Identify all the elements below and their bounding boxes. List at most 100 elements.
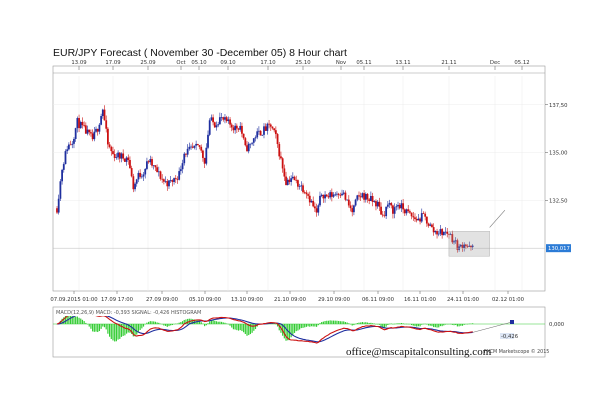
candle-body bbox=[339, 194, 342, 196]
candle-body bbox=[256, 131, 259, 138]
candle-body bbox=[380, 206, 382, 215]
macd-histogram-bar bbox=[224, 322, 226, 324]
macd-histogram-bar bbox=[312, 324, 314, 327]
macd-histogram-bar bbox=[149, 321, 151, 324]
candle-body bbox=[135, 179, 138, 184]
candle-body bbox=[254, 137, 257, 139]
top-tick-label: 25.09 bbox=[140, 60, 155, 66]
candle-body bbox=[56, 208, 58, 213]
macd-histogram-bar bbox=[187, 318, 189, 324]
candle-body bbox=[420, 213, 423, 222]
top-tick-label: 17.10 bbox=[260, 60, 276, 66]
macd-histogram-bar bbox=[331, 320, 333, 324]
macd-histogram-bar bbox=[309, 324, 311, 327]
candle-body bbox=[207, 134, 209, 148]
candle-body bbox=[137, 172, 140, 180]
current-price-label: 130,017 bbox=[548, 246, 570, 252]
candle-body bbox=[67, 144, 70, 150]
candle-body bbox=[142, 174, 145, 177]
macd-histogram-bar bbox=[293, 324, 296, 333]
candle-body bbox=[81, 121, 84, 126]
candle-body bbox=[241, 125, 243, 134]
candle-body bbox=[103, 109, 106, 121]
candle-body bbox=[298, 186, 301, 187]
macd-histogram-bar bbox=[139, 324, 141, 330]
macd-histogram-bar bbox=[180, 322, 182, 324]
candles-layer bbox=[56, 105, 474, 253]
candle-body bbox=[257, 130, 260, 132]
macd-histogram-bar bbox=[438, 324, 440, 328]
candle-body bbox=[64, 151, 67, 165]
candle-body bbox=[93, 131, 96, 140]
candle-body bbox=[210, 117, 213, 121]
macd-layer bbox=[56, 310, 514, 344]
candle-body bbox=[324, 194, 326, 199]
candle-body bbox=[349, 205, 352, 209]
top-tick-label: 05.10 bbox=[191, 60, 207, 66]
top-tick-label: 05.12 bbox=[514, 60, 529, 66]
candle-body bbox=[327, 196, 330, 198]
candle-body bbox=[220, 117, 223, 118]
candle-body bbox=[74, 128, 77, 139]
candle-body bbox=[229, 119, 231, 125]
macd-histogram-bar bbox=[251, 324, 253, 333]
macd-histogram-bar bbox=[136, 324, 138, 335]
macd-histogram-bar bbox=[212, 320, 214, 324]
candle-body bbox=[285, 176, 287, 186]
candle-body bbox=[59, 181, 62, 199]
current-price-badge bbox=[546, 244, 571, 253]
macd-histogram-bar bbox=[185, 319, 187, 324]
macd-histogram-bar bbox=[170, 324, 172, 326]
candle-body bbox=[329, 192, 332, 198]
candle-body bbox=[224, 117, 226, 120]
macd-zero-label: 0,000 bbox=[549, 322, 565, 328]
candle-body bbox=[239, 125, 242, 130]
candle-body bbox=[415, 218, 418, 221]
macd-histogram-bar bbox=[71, 316, 73, 324]
candle-body bbox=[434, 231, 437, 233]
candle-body bbox=[337, 193, 340, 195]
macd-histogram-bar bbox=[163, 324, 165, 326]
candle-body bbox=[424, 213, 427, 217]
candle-body bbox=[378, 201, 381, 207]
macd-histogram-bar bbox=[329, 320, 331, 324]
candle-body bbox=[202, 150, 204, 158]
price-tick-label: 132,50 bbox=[549, 199, 568, 205]
macd-histogram-bar bbox=[183, 319, 185, 324]
vendor-credit: FXCM Marketscope © 2015 bbox=[484, 348, 549, 355]
candle-body bbox=[359, 196, 362, 198]
macd-histogram-bar bbox=[63, 317, 65, 324]
macd-histogram-bar bbox=[229, 324, 231, 326]
macd-histogram-bar bbox=[241, 324, 243, 332]
candle-body bbox=[79, 121, 82, 129]
candle-body bbox=[95, 128, 97, 132]
macd-histogram-bar bbox=[137, 324, 140, 332]
candle-body bbox=[366, 193, 369, 200]
candle-body bbox=[191, 146, 194, 148]
macd-histogram-bar bbox=[365, 322, 367, 324]
macd-histogram-bar bbox=[122, 324, 124, 336]
macd-histogram-bar bbox=[348, 323, 350, 324]
macd-histogram-bar bbox=[222, 322, 224, 324]
candle-body bbox=[376, 201, 379, 207]
candle-body bbox=[302, 185, 304, 193]
bottom-tick-label: 05.10 09:00 bbox=[189, 297, 222, 303]
candle-body bbox=[395, 206, 398, 208]
candle-body bbox=[259, 130, 262, 136]
macd-histogram-bar bbox=[237, 324, 240, 331]
candle-body bbox=[251, 142, 254, 144]
macd-histogram-bar bbox=[254, 324, 257, 330]
candle-body bbox=[154, 165, 157, 168]
macd-histogram-bar bbox=[97, 324, 99, 333]
candle-body bbox=[412, 216, 415, 218]
macd-forecast-marker bbox=[510, 320, 514, 324]
macd-histogram-bar bbox=[73, 316, 75, 324]
macd-histogram-bar bbox=[200, 322, 202, 324]
macd-histogram-bar bbox=[285, 324, 287, 341]
candle-body bbox=[96, 128, 99, 132]
candle-body bbox=[222, 117, 225, 120]
candle-body bbox=[176, 178, 179, 180]
candle-body bbox=[451, 234, 454, 243]
macd-histogram-bar bbox=[387, 324, 389, 326]
candle-body bbox=[125, 157, 128, 162]
